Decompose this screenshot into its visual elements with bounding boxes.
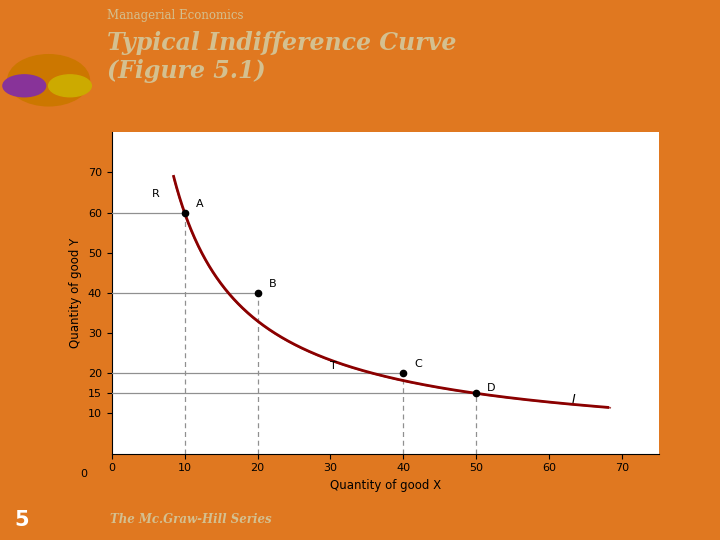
Text: C: C	[415, 359, 422, 369]
Y-axis label: Quantity of good Y: Quantity of good Y	[69, 238, 82, 348]
Text: B: B	[269, 279, 276, 289]
Text: I: I	[571, 394, 575, 407]
Circle shape	[48, 75, 91, 97]
Text: 0: 0	[81, 469, 87, 478]
Text: 5: 5	[14, 510, 29, 530]
Circle shape	[3, 75, 45, 97]
Text: T: T	[330, 361, 337, 372]
X-axis label: Quantity of good X: Quantity of good X	[330, 479, 441, 492]
Text: R: R	[152, 188, 159, 199]
Text: Managerial Economics: Managerial Economics	[107, 9, 243, 22]
Circle shape	[8, 55, 89, 106]
Text: D: D	[487, 383, 496, 393]
Text: Typical Indifference Curve
(Figure 5.1): Typical Indifference Curve (Figure 5.1)	[107, 31, 456, 83]
Text: The Mc.Graw-Hill Series: The Mc.Graw-Hill Series	[109, 513, 271, 526]
Text: A: A	[196, 199, 203, 208]
